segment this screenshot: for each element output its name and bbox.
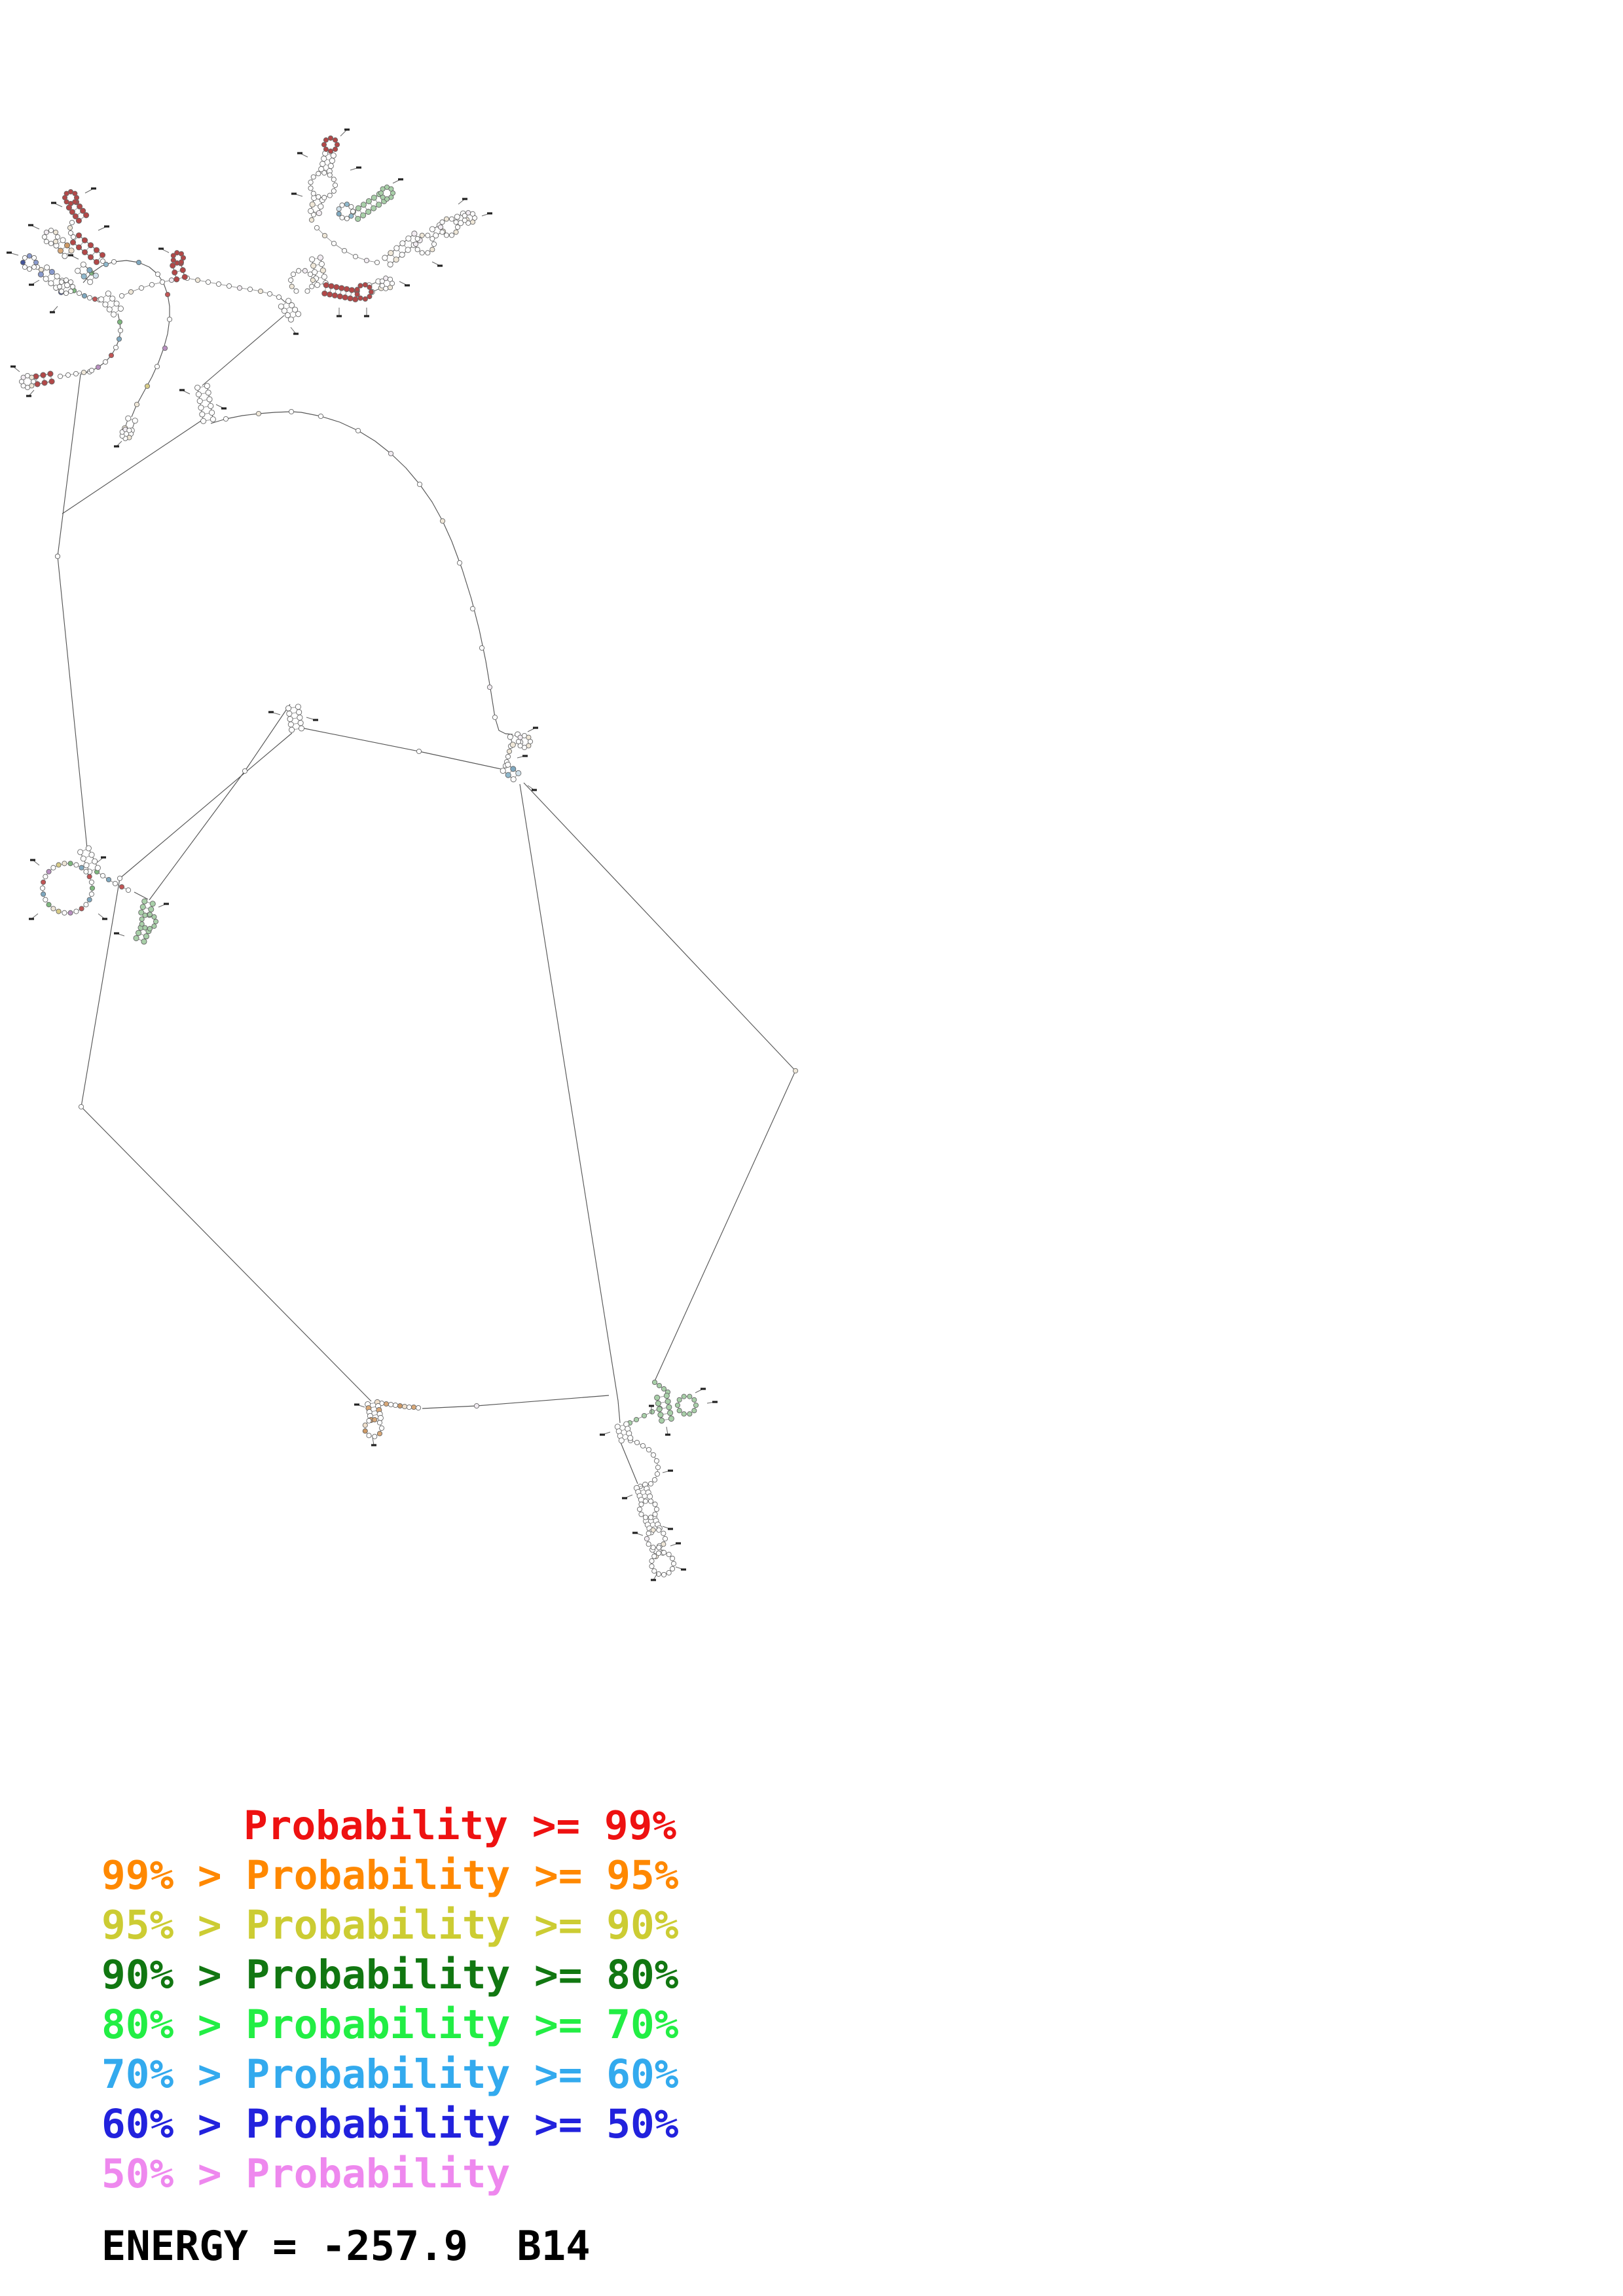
legend-row: 70% > Probability >= 60% <box>101 2051 679 2098</box>
legend-row: 60% > Probability >= 50% <box>101 2101 679 2147</box>
energy-label: ENERGY = -257.9 B14 <box>101 2222 591 2270</box>
legend-row: 80% > Probability >= 70% <box>101 2001 679 2048</box>
legend-row: 90% > Probability >= 80% <box>101 1952 679 1998</box>
legend-row: 95% > Probability >= 90% <box>101 1902 679 1948</box>
legend-row: Probability >= 99% <box>244 1803 677 1849</box>
legend-row: 99% > Probability >= 95% <box>101 1852 679 1899</box>
legend-row: 50% > Probability <box>101 2151 511 2197</box>
